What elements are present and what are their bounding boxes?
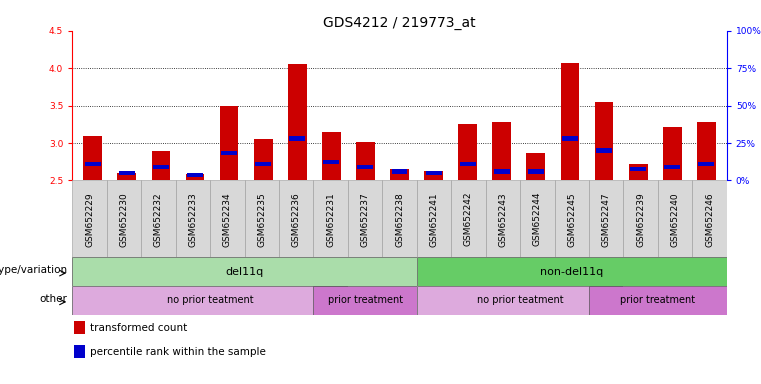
Bar [390,169,409,180]
Bar [186,174,205,180]
Bar [142,180,176,257]
Bar [255,162,271,166]
Bar [382,180,417,257]
Bar [254,139,272,180]
Bar [220,106,238,180]
Bar [210,180,244,257]
Bar [289,136,305,141]
Bar [75,346,85,358]
Text: GSM652237: GSM652237 [361,192,370,247]
Bar [527,153,545,180]
Text: genotype/variation: genotype/variation [0,265,67,275]
Bar [451,180,486,257]
Text: other: other [40,294,67,304]
Bar [699,162,715,166]
Bar [528,169,544,174]
Text: percentile rank within the sample: percentile rank within the sample [90,347,266,357]
Text: GSM652241: GSM652241 [429,192,438,247]
Bar [348,180,382,257]
Text: GSM652238: GSM652238 [395,192,404,247]
Text: prior treatment: prior treatment [620,295,696,306]
Bar [458,124,477,180]
Text: GSM652232: GSM652232 [154,192,163,247]
Text: GSM652235: GSM652235 [257,192,266,247]
Bar [153,165,169,169]
Text: GSM652239: GSM652239 [636,192,645,247]
Text: no prior teatment: no prior teatment [477,295,563,306]
Bar [630,167,646,171]
Bar [520,180,555,257]
Bar [75,321,85,334]
Title: GDS4212 / 219773_at: GDS4212 / 219773_at [323,16,476,30]
Bar [664,165,680,169]
Text: GSM652242: GSM652242 [464,192,473,247]
Bar [494,169,510,174]
Bar [176,180,210,257]
Bar [72,180,107,257]
Bar [693,180,727,257]
Bar [589,180,623,257]
Bar [561,63,579,180]
Text: GSM652231: GSM652231 [326,192,335,247]
Bar [425,171,441,175]
Bar [323,160,339,164]
Bar [424,172,443,180]
Text: GSM652247: GSM652247 [602,192,610,247]
Bar [117,173,136,180]
Bar [221,151,237,155]
Bar [596,149,612,152]
Text: GSM652229: GSM652229 [85,192,94,247]
Text: transformed count: transformed count [90,323,187,333]
Text: no prior teatment: no prior teatment [167,295,253,306]
Bar [623,180,658,257]
Bar [314,180,348,257]
Bar [663,127,682,180]
Bar [392,169,407,174]
Bar [119,171,135,175]
Bar [358,165,374,169]
Text: GSM652245: GSM652245 [567,192,576,247]
Text: prior treatment: prior treatment [327,295,403,306]
Text: GSM652244: GSM652244 [533,192,542,247]
Text: GSM652236: GSM652236 [291,192,301,247]
Bar [492,122,511,180]
Bar [84,136,102,180]
Bar [187,173,203,177]
Bar [417,180,451,257]
Bar [322,132,341,180]
Bar [107,180,142,257]
Bar [629,164,648,180]
Text: GSM652230: GSM652230 [119,192,129,247]
Text: GSM652234: GSM652234 [223,192,232,247]
Bar [555,180,589,257]
Bar [279,180,314,257]
Text: non-del11q: non-del11q [540,266,603,277]
Bar [697,122,715,180]
Bar [356,142,375,180]
Bar [460,162,476,166]
Bar [84,162,100,166]
Bar [594,102,613,180]
Bar [562,136,578,141]
Bar [244,180,279,257]
Text: GSM652246: GSM652246 [705,192,714,247]
Text: GSM652240: GSM652240 [670,192,680,247]
Text: GSM652243: GSM652243 [498,192,508,247]
Bar [151,151,170,180]
Bar [658,180,693,257]
Text: GSM652233: GSM652233 [189,192,197,247]
Bar [288,65,307,180]
Bar [486,180,520,257]
Text: del11q: del11q [225,266,263,277]
